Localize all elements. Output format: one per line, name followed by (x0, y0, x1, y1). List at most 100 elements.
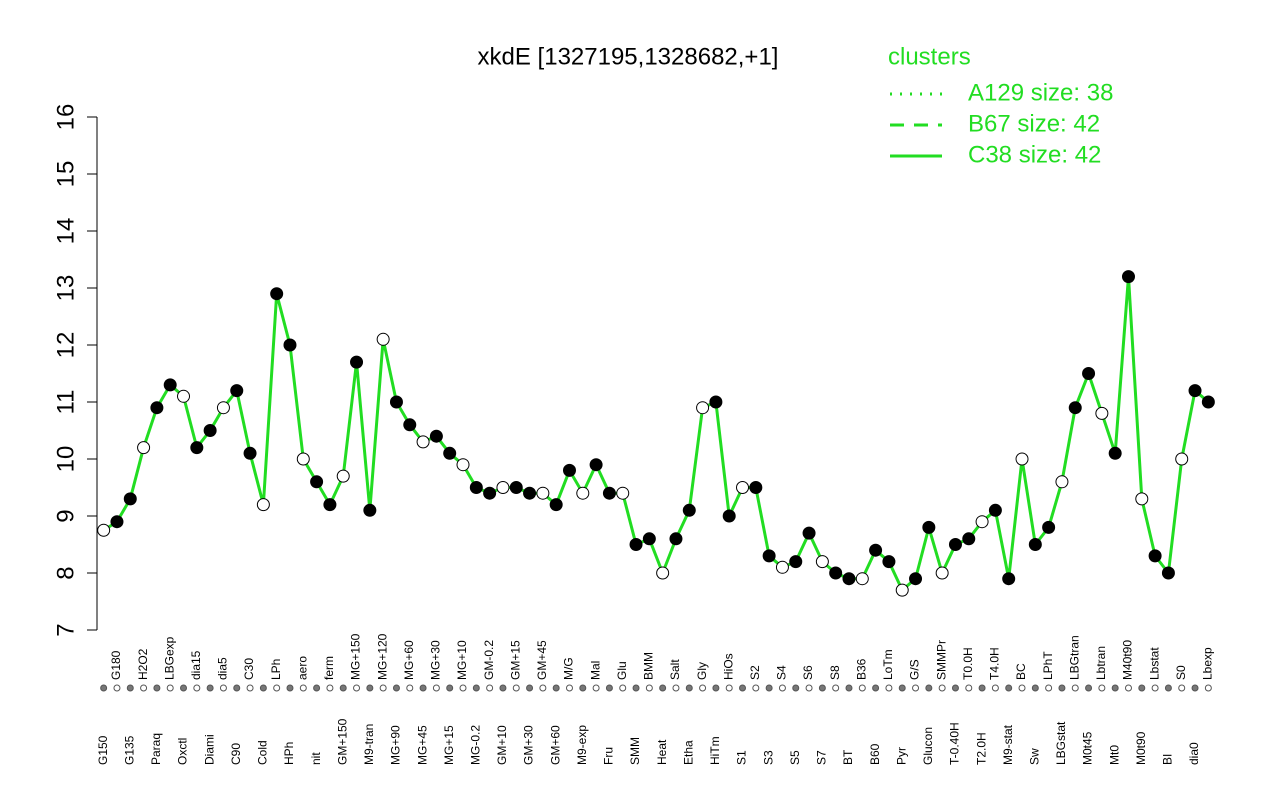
x-tick-label: M9-tran (362, 724, 376, 765)
x-tick-label: LPhT (1041, 651, 1055, 680)
y-tick-label: 9 (52, 509, 79, 522)
x-tick-label: Lbexp (1201, 647, 1215, 680)
x-tick-label: T4.0H (988, 647, 1002, 680)
data-point (230, 384, 244, 398)
category-marker (1151, 684, 1159, 692)
category-marker (858, 684, 866, 692)
data-point (323, 498, 337, 512)
x-tick-label: S5 (788, 750, 802, 765)
x-tick-label: GM+10 (495, 725, 509, 765)
x-tick-label: Salt (668, 659, 682, 680)
category-marker (486, 684, 494, 692)
data-point (842, 572, 856, 586)
category-marker (605, 684, 613, 692)
x-tick-label: S6 (801, 665, 815, 680)
x-tick-label: Oxctl (176, 738, 190, 765)
category-marker (685, 684, 693, 692)
category-marker (246, 684, 254, 692)
x-tick-label: MG+15 (442, 725, 456, 765)
data-point (216, 401, 230, 415)
x-tick-label: MG-0.2 (468, 725, 482, 765)
x-tick-label: G/S (908, 659, 922, 680)
x-tick-label: dia0 (1187, 742, 1201, 765)
x-tick-label: SMM (628, 737, 642, 765)
category-marker (339, 684, 347, 692)
category-marker (419, 684, 427, 692)
y-tick-label: 16 (52, 104, 79, 131)
data-point (855, 572, 869, 586)
x-tick-label: M0t90 (1134, 731, 1148, 765)
x-tick-label: GM+45 (535, 640, 549, 680)
data-point (576, 486, 590, 500)
category-marker (219, 684, 227, 692)
category-marker (1085, 684, 1093, 692)
x-tick-label: BI (1161, 754, 1175, 765)
category-marker (100, 684, 108, 692)
category-marker (792, 684, 800, 692)
data-point (709, 395, 723, 409)
legend-label: C38 size: 42 (968, 141, 1101, 168)
category-marker (1164, 684, 1172, 692)
x-tick-label: S0 (1174, 665, 1188, 680)
category-marker (659, 684, 667, 692)
category-marker (1018, 684, 1026, 692)
data-point (137, 441, 151, 455)
category-marker (965, 684, 973, 692)
data-point (1055, 475, 1069, 489)
data-point (177, 389, 191, 403)
category-marker (725, 684, 733, 692)
data-point (988, 503, 1002, 517)
category-marker (539, 684, 547, 692)
x-tick-label: M40t90 (1121, 640, 1135, 680)
category-marker (446, 684, 454, 692)
category-marker (925, 684, 933, 692)
category-marker (872, 684, 880, 692)
x-tick-label: HiOs (721, 653, 735, 680)
category-marker (991, 684, 999, 692)
category-marker (579, 684, 587, 692)
x-tick-label: G135 (122, 735, 136, 765)
category-marker (552, 684, 560, 692)
data-point (815, 555, 829, 569)
x-tick-label: S2 (748, 665, 762, 680)
category-marker (645, 684, 653, 692)
data-point (1161, 566, 1175, 580)
data-point (336, 469, 350, 483)
data-point (1082, 367, 1096, 380)
x-tick-label: Pyr (894, 747, 908, 765)
category-marker (326, 684, 334, 692)
data-point (389, 395, 403, 409)
x-tick-label: LBGtran (1067, 635, 1081, 680)
data-point (509, 481, 523, 494)
x-tick-label: LBGstat (1054, 721, 1068, 765)
category-marker (832, 684, 840, 692)
x-tick-label: SMMPr (934, 640, 948, 680)
category-marker (286, 684, 294, 692)
data-point (283, 338, 297, 352)
data-point (775, 560, 789, 574)
data-point (656, 566, 670, 580)
data-point (429, 429, 443, 443)
data-point (935, 566, 949, 580)
x-tick-label: T0.0H (961, 647, 975, 680)
x-tick-label: dia5 (216, 657, 230, 680)
data-point (922, 520, 936, 534)
category-marker (565, 684, 573, 692)
category-marker (166, 684, 174, 692)
x-tick-label: GM+150 (335, 718, 349, 765)
data-point (669, 532, 683, 546)
category-marker (259, 684, 267, 692)
data-point (256, 498, 270, 512)
x-tick-label: M0t45 (1081, 731, 1095, 765)
y-tick-label: 10 (52, 446, 79, 473)
x-tick-label: GM+60 (548, 725, 562, 765)
data-point (616, 486, 630, 500)
y-tick-label: 15 (52, 161, 79, 188)
data-point (1135, 492, 1149, 506)
data-point (736, 481, 750, 494)
x-tick-label: ferm (322, 656, 336, 680)
x-tick-label: MG+60 (402, 640, 416, 680)
category-marker (313, 684, 321, 692)
data-point (882, 555, 896, 569)
data-point (1002, 572, 1016, 586)
